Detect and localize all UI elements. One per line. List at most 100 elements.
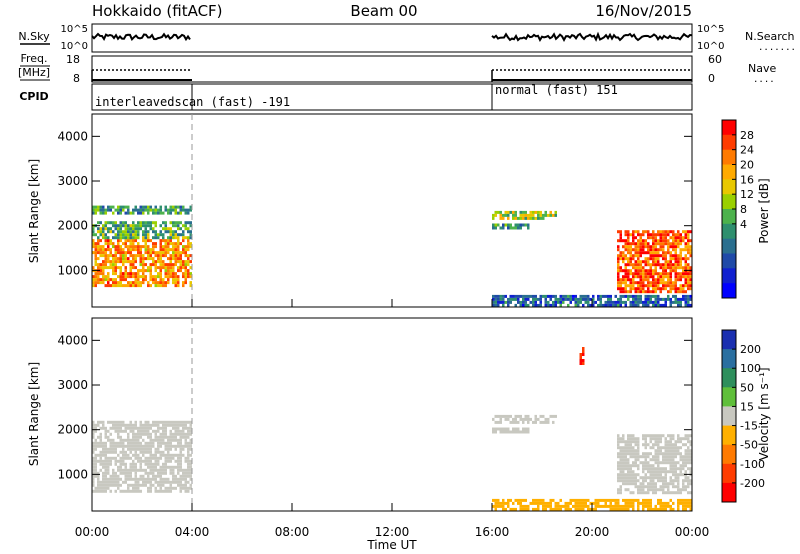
cell-r0 <box>179 254 182 258</box>
freq-right-tick-bottom: 0 <box>708 72 715 85</box>
cell-r4 <box>637 488 640 492</box>
cell-r1 <box>114 233 117 237</box>
cell-r5 <box>684 281 687 285</box>
cell-r5 <box>662 242 665 246</box>
cell-r5 <box>677 278 680 282</box>
cell-r5 <box>652 254 655 258</box>
cell-r0 <box>104 474 107 478</box>
cell-r0 <box>114 284 117 288</box>
cell-r1 <box>167 236 170 240</box>
cell-r5 <box>659 230 662 234</box>
cell-r0 <box>104 459 107 463</box>
cell-r5 <box>664 507 667 511</box>
cell-r5 <box>657 287 660 291</box>
cell-r5 <box>582 504 585 508</box>
cell-r5 <box>654 272 657 276</box>
cell-r5 <box>669 236 672 240</box>
cell-r5 <box>619 230 622 234</box>
cell-r6 <box>612 300 615 304</box>
cell-r5 <box>687 504 690 508</box>
cell-r5 <box>637 254 640 258</box>
cell-r4 <box>664 470 667 474</box>
cell-r4 <box>517 223 520 227</box>
cell-r4 <box>634 482 637 486</box>
cell-r5 <box>659 248 662 252</box>
cell-r0 <box>177 278 180 282</box>
cell-r5 <box>679 248 682 252</box>
cell-r0 <box>117 248 120 252</box>
cell-r4 <box>642 437 645 441</box>
cell-r1 <box>122 233 125 237</box>
cell-r5 <box>634 230 637 234</box>
cell-r0 <box>117 251 120 255</box>
cell-r0 <box>114 444 117 448</box>
cell-r5 <box>617 272 620 276</box>
cell-r2 <box>154 211 157 215</box>
cell-r0 <box>107 429 110 433</box>
cell-r0 <box>112 278 115 282</box>
cell-r5 <box>649 236 652 240</box>
cell-r4 <box>659 437 662 441</box>
cell-r0 <box>167 269 170 273</box>
x-axis-ticks: 00:00 04:00 08:00 12:00 16:00 20:00 00:00 <box>75 299 709 539</box>
cell-r4 <box>617 461 620 465</box>
cell-r3 <box>514 216 517 220</box>
cell-r1 <box>117 227 120 231</box>
cell-r5 <box>629 290 632 294</box>
cell-r6 <box>544 294 547 298</box>
cell-r5 <box>664 272 667 276</box>
cell-r0 <box>107 471 110 475</box>
cell-r0 <box>174 438 177 442</box>
cell-r5 <box>609 501 612 505</box>
cell-r0 <box>122 441 125 445</box>
cell-r5 <box>632 242 635 246</box>
cell-r5 <box>599 504 602 508</box>
cell-r6 <box>587 303 590 307</box>
cell-r0 <box>167 435 170 439</box>
cell-r0 <box>187 245 190 249</box>
cell-r1 <box>497 414 500 418</box>
velocity-cbar-swatch-6 <box>722 444 736 465</box>
cell-r1 <box>177 236 180 240</box>
cell-r0 <box>172 423 175 427</box>
cell-r2 <box>492 427 495 431</box>
cell-r0 <box>149 450 152 454</box>
cell-r6 <box>502 300 505 304</box>
cell-r0 <box>94 468 97 472</box>
cell-r0 <box>172 248 175 252</box>
velocity-data <box>92 347 692 511</box>
cell-r6 <box>657 297 660 301</box>
cell-r0 <box>149 272 152 276</box>
cell-r5 <box>679 272 682 276</box>
cell-r0 <box>157 480 160 484</box>
cell-r4 <box>689 470 692 474</box>
cell-r0 <box>137 489 140 493</box>
cell-r0 <box>187 242 190 246</box>
cell-r0 <box>172 453 175 457</box>
cell-r1 <box>187 230 190 234</box>
cell-r2 <box>94 205 97 209</box>
cell-r4 <box>629 452 632 456</box>
cell-r6 <box>677 303 680 307</box>
cell-r1 <box>524 417 527 421</box>
cell-r0 <box>124 257 127 261</box>
cell-r5 <box>652 272 655 276</box>
cell-r5 <box>672 269 675 273</box>
cell-r2 <box>169 211 172 215</box>
cell-r4 <box>669 470 672 474</box>
cell-r4 <box>659 449 662 453</box>
cell-r5 <box>617 239 620 243</box>
cell-r0 <box>129 239 132 243</box>
cell-r6 <box>537 297 540 301</box>
cell-r6 <box>647 297 650 301</box>
cell-r0 <box>179 450 182 454</box>
cell-r4 <box>642 485 645 489</box>
cell-r3 <box>514 210 517 214</box>
cell-r1 <box>127 230 130 234</box>
cell-r0 <box>172 465 175 469</box>
cell-r0 <box>149 263 152 267</box>
cell-r5 <box>572 498 575 502</box>
cell-r5 <box>654 236 657 240</box>
cell-r0 <box>97 420 100 424</box>
cell-r4 <box>642 461 645 465</box>
